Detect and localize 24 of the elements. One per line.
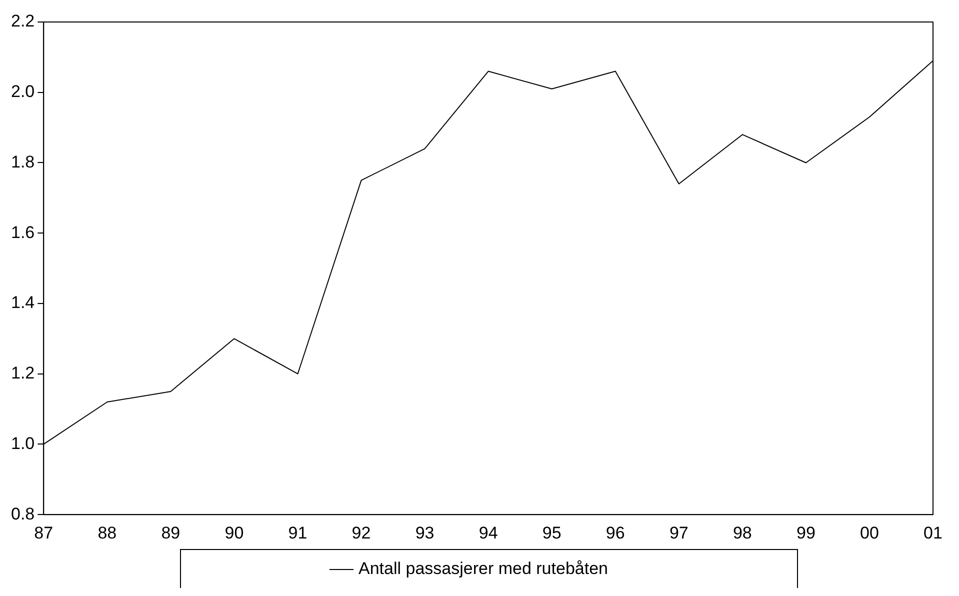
x-tick-label: 87	[34, 523, 54, 542]
y-tick-label: 1.0	[10, 434, 35, 453]
y-tick-label: 2.2	[10, 12, 35, 31]
x-tick-label: 96	[606, 523, 625, 542]
legend-label: Antall passasjerer med rutebåten	[358, 559, 608, 578]
y-tick-label: 1.8	[10, 152, 35, 172]
x-tick-label: 97	[669, 523, 688, 542]
x-tick-label: 98	[732, 523, 752, 542]
y-tick-label: 0.8	[10, 504, 35, 524]
y-tick-label: 1.6	[10, 222, 35, 242]
x-tick-label: 93	[415, 523, 434, 542]
y-tick-label: 2.0	[10, 82, 35, 102]
x-tick-label: 94	[478, 523, 498, 542]
x-tick-label: 91	[288, 523, 308, 542]
x-tick-label: 99	[796, 523, 816, 542]
x-tick-label: 01	[924, 523, 942, 542]
y-tick-label: 1.2	[10, 364, 35, 383]
x-tick-label: 90	[224, 523, 244, 542]
x-tick-label: 88	[98, 523, 117, 542]
y-tick-label: 1.4	[10, 293, 35, 312]
x-tick-label: 89	[161, 523, 180, 542]
x-tick-label: 00	[860, 523, 879, 542]
x-tick-label: 92	[352, 523, 371, 542]
x-tick-label: 95	[542, 523, 562, 542]
